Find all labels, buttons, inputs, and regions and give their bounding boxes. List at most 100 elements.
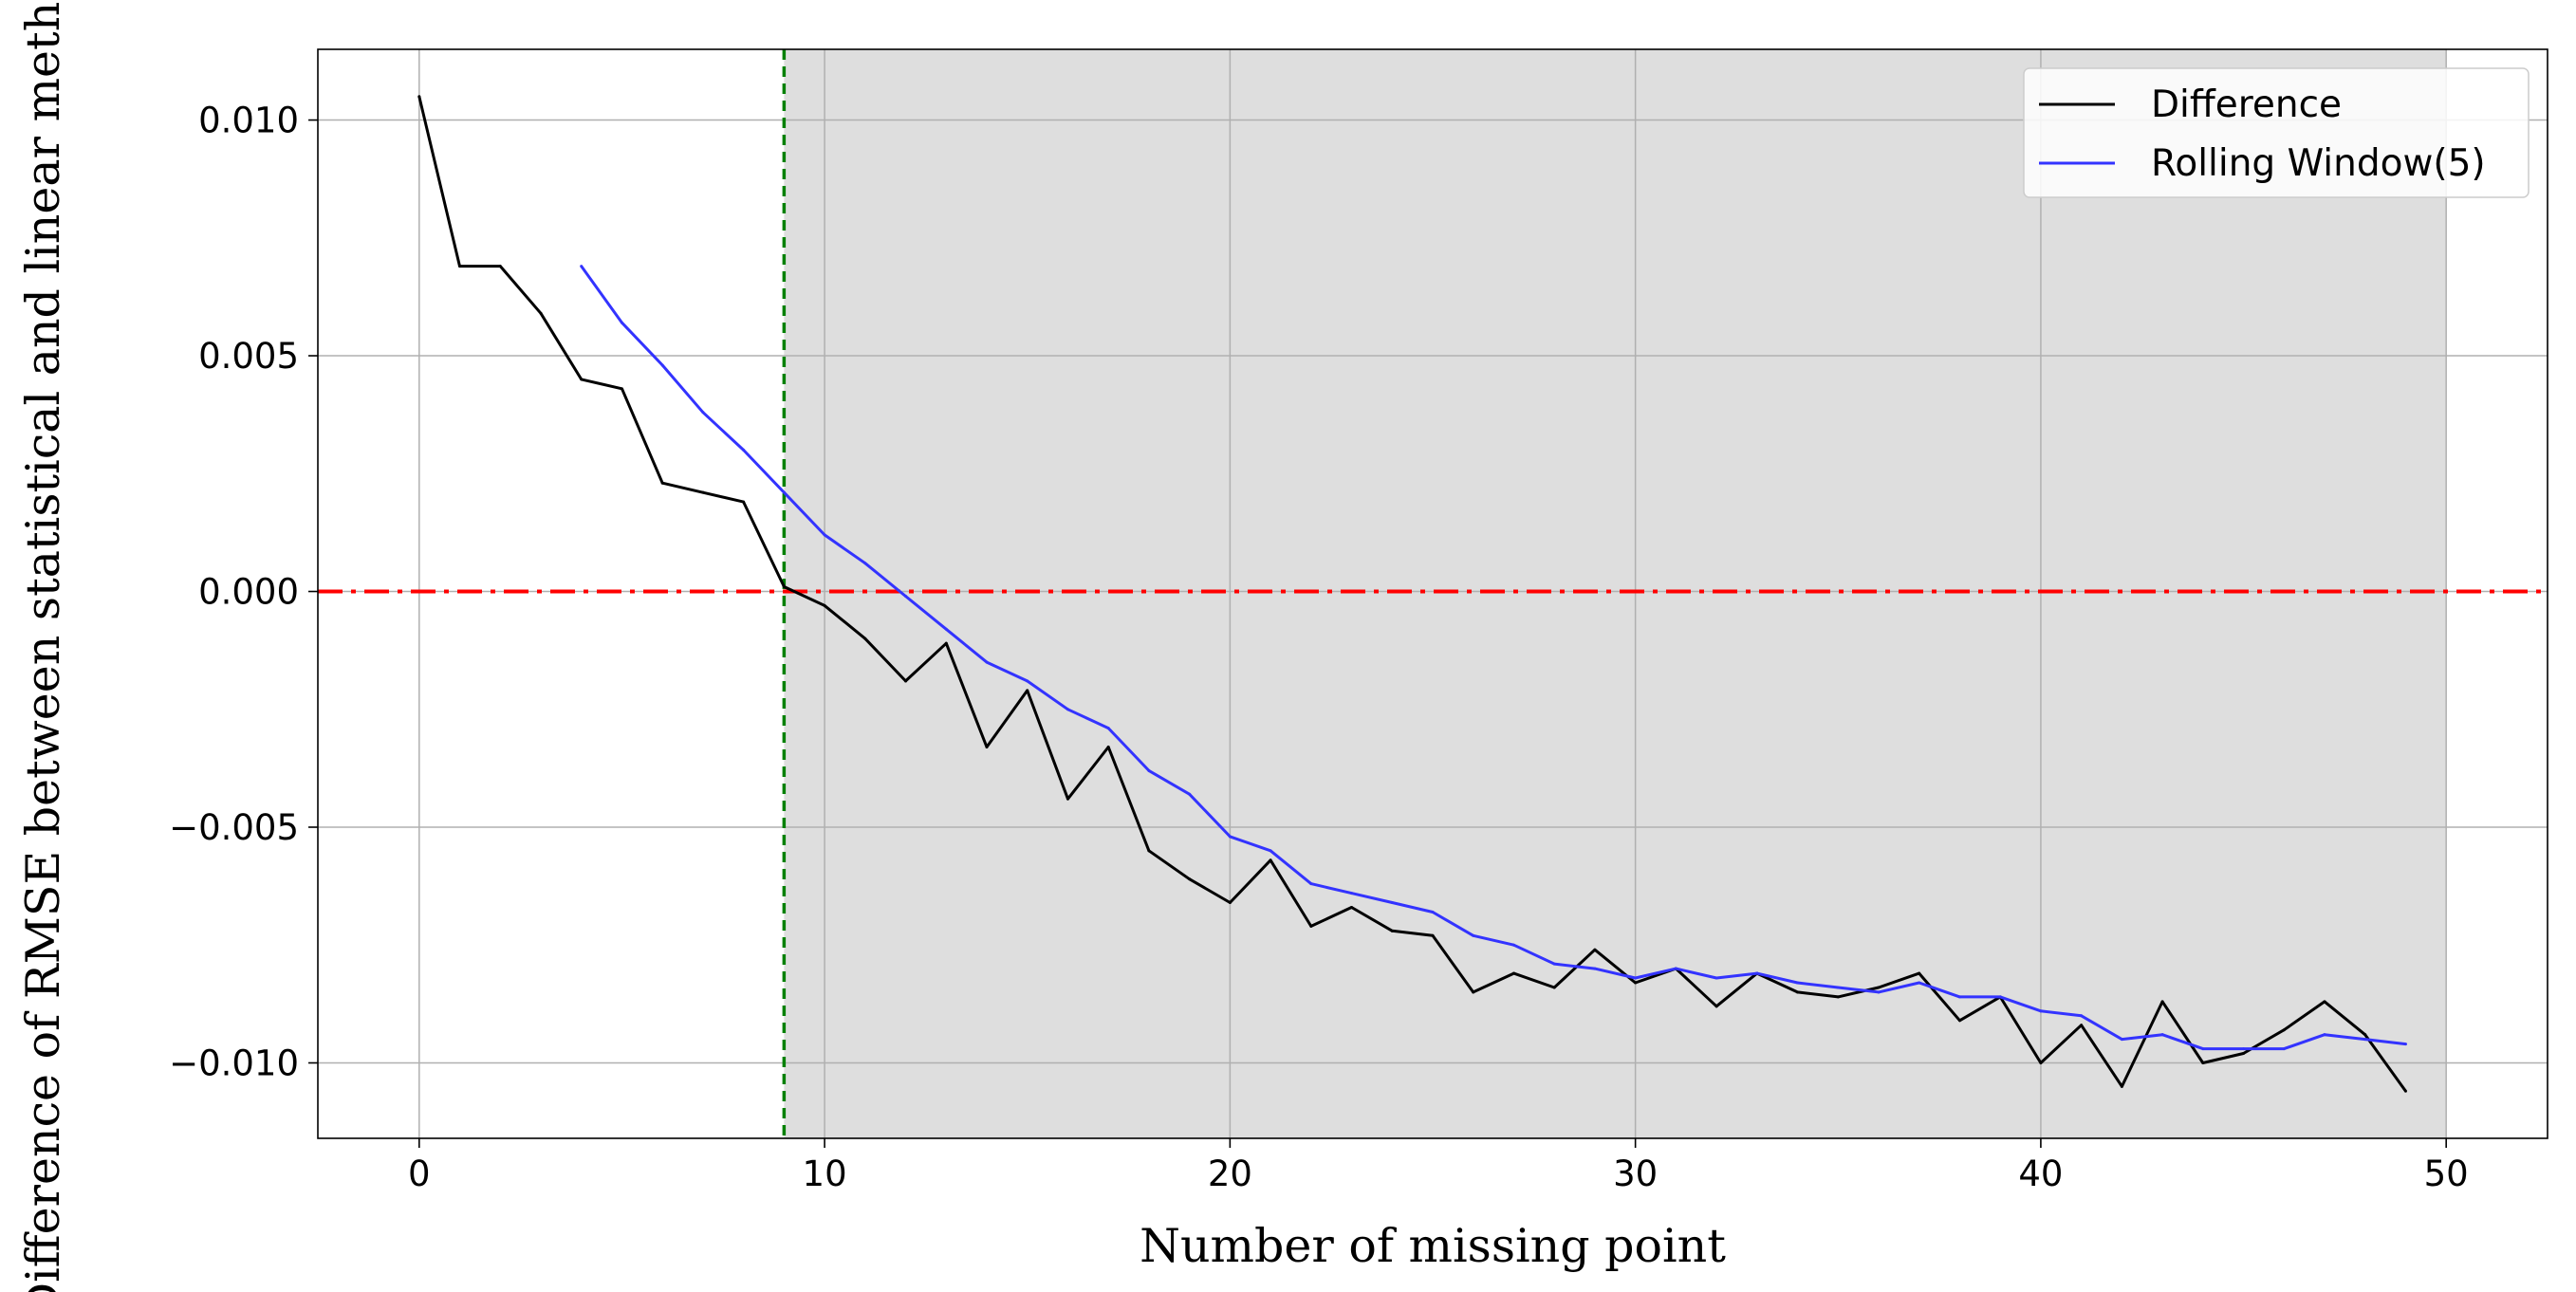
difference-point-7 xyxy=(701,490,705,494)
series-line-difference xyxy=(417,96,2407,1093)
difference-point-30 xyxy=(1634,981,1638,985)
rolling-window-point-47 xyxy=(2323,1033,2326,1037)
difference-point-25 xyxy=(1431,933,1435,937)
rolling-window-point-10 xyxy=(823,533,826,537)
rolling-window-point-28 xyxy=(1552,962,1556,966)
difference-point-23 xyxy=(1350,905,1354,909)
difference-point-45 xyxy=(2242,1052,2246,1056)
series-layer xyxy=(417,95,2407,1093)
difference-point-40 xyxy=(2039,1061,2043,1064)
rolling-window-point-16 xyxy=(1066,708,1069,711)
difference-point-12 xyxy=(904,679,908,683)
rolling-window-point-42 xyxy=(2120,1038,2123,1042)
rolling-window-point-32 xyxy=(1714,976,1718,980)
difference-point-3 xyxy=(539,311,543,315)
shaded-region-layer xyxy=(784,49,2447,1138)
rolling-window-point-9 xyxy=(782,490,786,494)
rolling-window-point-33 xyxy=(1755,971,1759,975)
rolling-window-point-41 xyxy=(2080,1014,2084,1018)
rolling-window-point-29 xyxy=(1593,967,1597,970)
rolling-window-point-25 xyxy=(1431,910,1435,914)
rolling-window-point-35 xyxy=(1836,986,1840,989)
difference-point-16 xyxy=(1066,797,1069,801)
y-tick-label-1: 0.005 xyxy=(198,336,299,377)
difference-point-0 xyxy=(417,95,421,99)
x-tick-label-10: 10 xyxy=(803,1154,847,1194)
rolling-window-point-34 xyxy=(1796,981,1800,985)
rolling-window-point-8 xyxy=(742,448,746,452)
difference-point-46 xyxy=(2282,1028,2286,1032)
rolling-window-point-26 xyxy=(1472,933,1475,937)
reference-lines-layer xyxy=(318,49,2548,1138)
difference-point-38 xyxy=(1957,1019,1961,1023)
rolling-window-point-36 xyxy=(1877,990,1881,994)
difference-point-43 xyxy=(2160,1000,2164,1004)
difference-point-36 xyxy=(1877,986,1881,989)
x-tick-label-40: 40 xyxy=(2018,1154,2063,1194)
difference-point-29 xyxy=(1593,948,1597,951)
rolling-window-point-27 xyxy=(1511,943,1515,947)
plot-frame xyxy=(317,48,2548,1139)
difference-point-37 xyxy=(1918,971,1921,975)
rolling-window-point-38 xyxy=(1957,995,1961,999)
difference-point-24 xyxy=(1390,929,1394,932)
difference-point-9 xyxy=(782,585,786,589)
rolling-window-point-39 xyxy=(1998,995,2002,999)
rolling-window-point-49 xyxy=(2403,1043,2407,1046)
difference-point-13 xyxy=(944,641,948,645)
difference-point-44 xyxy=(2201,1061,2205,1064)
difference-point-32 xyxy=(1714,1005,1718,1008)
difference-point-10 xyxy=(823,603,826,607)
axes-frame xyxy=(317,48,2548,1139)
rolling-window-point-19 xyxy=(1188,792,1192,796)
difference-point-11 xyxy=(863,637,867,640)
difference-point-18 xyxy=(1147,849,1151,853)
rolling-window-point-14 xyxy=(985,660,989,664)
difference-point-17 xyxy=(1106,746,1110,749)
difference-point-21 xyxy=(1269,858,1272,862)
difference-point-26 xyxy=(1472,990,1475,994)
rolling-window-point-43 xyxy=(2160,1033,2164,1037)
rolling-window-point-20 xyxy=(1228,835,1232,839)
rolling-window-point-31 xyxy=(1674,967,1677,970)
difference-point-15 xyxy=(1026,689,1029,692)
difference-point-35 xyxy=(1836,995,1840,999)
legend-label-rolling-window: Rolling Window(5) xyxy=(2151,142,2486,185)
difference-point-47 xyxy=(2323,1000,2326,1004)
rolling-window-point-23 xyxy=(1350,892,1354,895)
difference-point-14 xyxy=(985,746,989,749)
difference-point-6 xyxy=(660,481,664,485)
x-tick-label-30: 30 xyxy=(1613,1154,1658,1194)
difference-point-48 xyxy=(2363,1033,2367,1037)
difference-point-8 xyxy=(742,500,746,504)
difference-point-22 xyxy=(1309,924,1313,928)
shaded-region xyxy=(784,49,2447,1138)
x-tick-label-20: 20 xyxy=(1208,1154,1252,1194)
difference-point-49 xyxy=(2403,1089,2407,1093)
rolling-window-point-18 xyxy=(1147,768,1151,772)
y-tick-label-3: −0.005 xyxy=(169,807,299,848)
difference-point-34 xyxy=(1796,990,1800,994)
difference-point-5 xyxy=(620,387,623,391)
rolling-window-point-46 xyxy=(2282,1047,2286,1051)
y-axis-title: Difference of RMSE between statistical a… xyxy=(16,0,70,1292)
rolling-window-point-44 xyxy=(2201,1047,2205,1051)
rolling-window-point-45 xyxy=(2242,1047,2246,1051)
rolling-window-point-17 xyxy=(1106,727,1110,730)
rolling-window-point-21 xyxy=(1269,849,1272,853)
rolling-window-point-40 xyxy=(2039,1009,2043,1013)
series-line-rolling-window xyxy=(580,265,2406,1051)
rolling-window-point-37 xyxy=(1918,981,1921,985)
rolling-window-point-48 xyxy=(2363,1038,2367,1042)
rolling-window-point-5 xyxy=(620,321,623,324)
x-tick-label-0: 0 xyxy=(408,1154,431,1194)
rolling-window-point-13 xyxy=(944,627,948,631)
rolling-window-point-11 xyxy=(863,562,867,565)
difference-point-1 xyxy=(458,265,462,268)
legend-box xyxy=(2023,67,2530,198)
difference-point-41 xyxy=(2080,1024,2084,1027)
y-tick-label-0: 0.010 xyxy=(198,101,299,141)
legend-label-difference: Difference xyxy=(2151,83,2342,126)
x-tick-label-50: 50 xyxy=(2424,1154,2469,1194)
